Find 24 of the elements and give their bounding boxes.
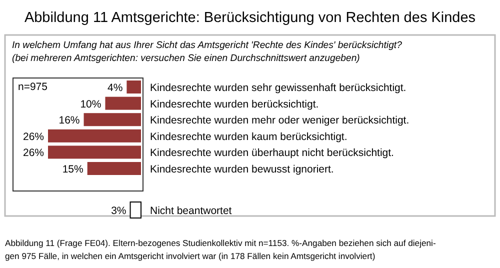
bar	[105, 96, 141, 110]
data-label: 15%	[62, 164, 84, 176]
data-label: 26%	[22, 147, 44, 160]
bar	[48, 146, 141, 159]
y-tick-label: Kindesrechte wurden kaum berücksichtigt.	[150, 130, 348, 143]
text: Abbildung 11 Amtsgerichte: Berücksichtigung von Rechten des Kindes	[24, 10, 476, 26]
bar	[48, 129, 141, 142]
data-label: 10%	[80, 98, 102, 110]
y-tick-label: Kindesrechte wurden überhaupt nicht berücksichtigt.	[150, 147, 394, 160]
text: Abbildung 11 (Frage FE04). Eltern-bezogenes Studienkollektiv mit n=1153. %-Angaben beziehen sich auf diejeni- gen 975 Fälle, in welchen ein Amtsgericht involviert war (in 178 Fällen kein Amtsgericht involviert)	[5, 238, 436, 261]
data-label: 3%	[111, 205, 126, 217]
y-tick-label: Kindesrechte wurden berücksichtigt.	[150, 98, 319, 110]
data-label: 26%	[22, 130, 44, 143]
y-tick-label: Kindesrechte wurden sehr gewissenhaft berücksichtigt.	[150, 82, 406, 94]
text: n=975	[18, 81, 48, 93]
bar	[87, 162, 141, 175]
y-tick-label: Kindesrechte wurden bewusst ignoriert.	[150, 164, 334, 176]
y-tick-label: Kindesrechte wurden mehr oder weniger berücksichtigt.	[150, 114, 410, 127]
data-label: 16%	[58, 114, 80, 127]
y-tick-label: Nicht beantwortet	[150, 205, 232, 217]
text: In welchem Umfang hat aus Ihrer Sicht das Amtsgericht 'Rechte des Kindes' berücksichtigt? (bei mehreren Amtsgerichten: versuchen Sie einen Durchschnittswert anzugeben)	[12, 40, 403, 64]
bar	[126, 80, 141, 94]
data-label: 4%	[108, 82, 123, 94]
bar	[84, 113, 141, 126]
